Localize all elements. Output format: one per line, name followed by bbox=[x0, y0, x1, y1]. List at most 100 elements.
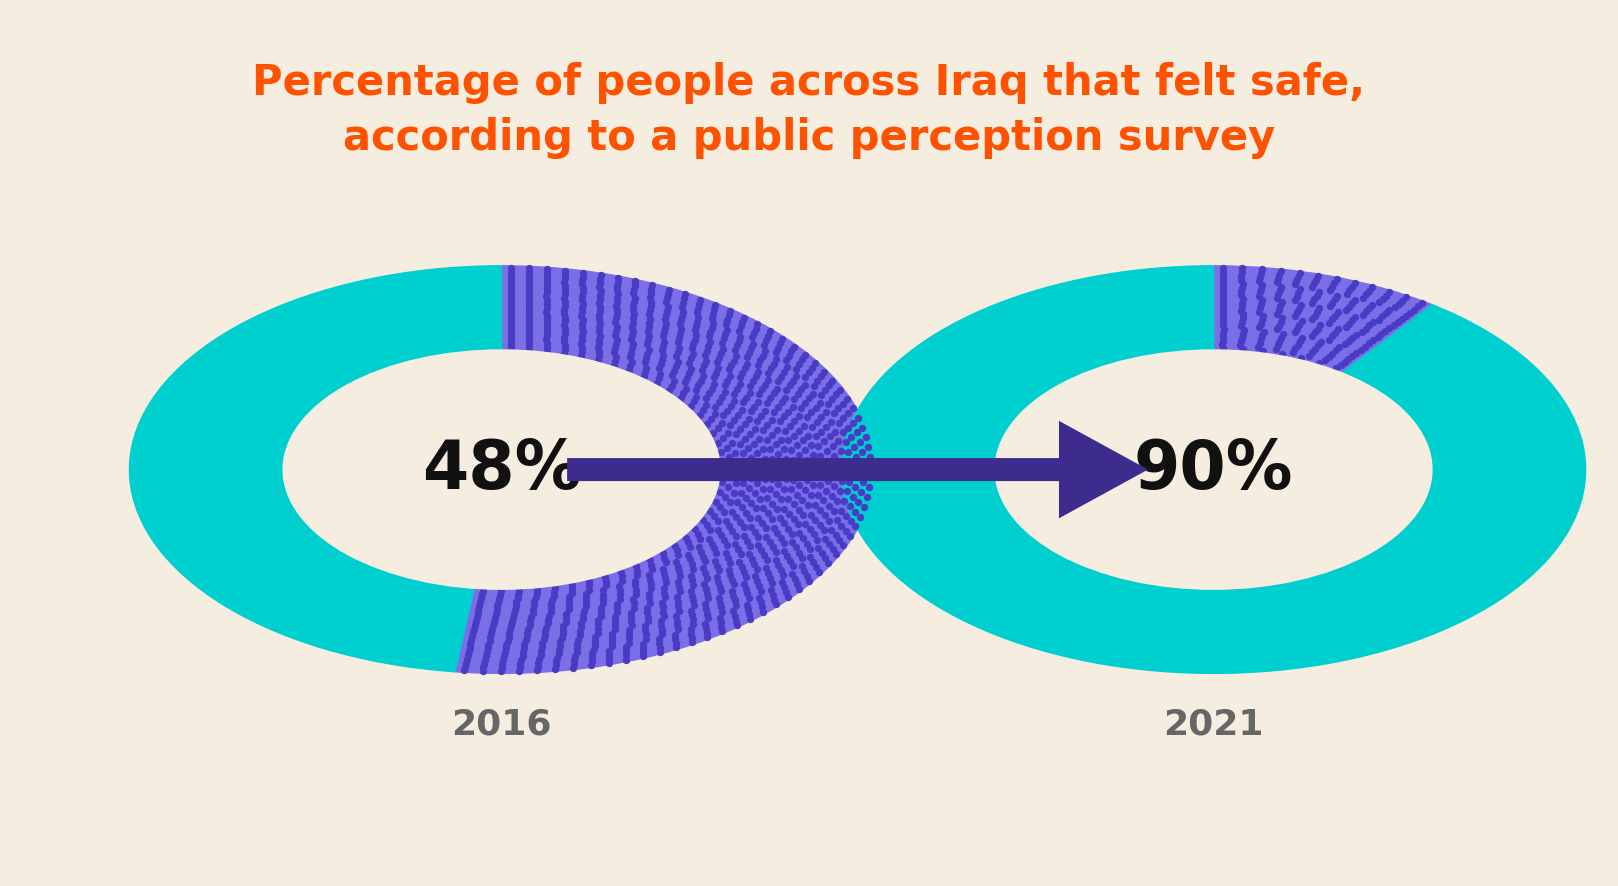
Point bbox=[667, 603, 693, 618]
Point bbox=[804, 560, 830, 574]
Point bbox=[576, 574, 602, 588]
Point bbox=[717, 568, 743, 582]
Point bbox=[707, 351, 733, 365]
Point bbox=[1267, 268, 1293, 282]
Point bbox=[765, 477, 791, 491]
Point bbox=[848, 485, 874, 499]
Point bbox=[636, 307, 662, 322]
Point bbox=[570, 266, 595, 280]
Point bbox=[762, 553, 788, 567]
Point bbox=[678, 584, 704, 598]
Point bbox=[815, 537, 841, 551]
Point bbox=[1210, 303, 1236, 317]
Point bbox=[830, 411, 856, 425]
Point bbox=[1231, 323, 1257, 337]
Point bbox=[773, 361, 799, 375]
Point bbox=[693, 555, 718, 569]
Point bbox=[746, 394, 772, 408]
Point bbox=[710, 465, 736, 479]
Point bbox=[780, 472, 806, 486]
Point bbox=[712, 378, 738, 392]
Point bbox=[680, 337, 705, 351]
Point bbox=[468, 591, 493, 605]
Point bbox=[476, 637, 502, 651]
Point bbox=[752, 377, 778, 392]
Point bbox=[775, 433, 801, 447]
Point bbox=[1210, 326, 1236, 340]
Point bbox=[714, 403, 739, 417]
Point bbox=[807, 424, 833, 439]
Point bbox=[524, 659, 550, 673]
Point bbox=[1210, 276, 1236, 291]
Point bbox=[623, 579, 649, 593]
Point bbox=[1356, 284, 1382, 298]
Point bbox=[552, 323, 578, 337]
Point bbox=[701, 541, 726, 556]
Point bbox=[578, 658, 604, 672]
Point bbox=[620, 315, 646, 330]
Point bbox=[527, 648, 553, 662]
Point bbox=[833, 485, 859, 499]
Point bbox=[723, 613, 749, 627]
Point bbox=[722, 343, 748, 357]
Point bbox=[798, 488, 824, 502]
Point bbox=[579, 655, 605, 669]
Point bbox=[607, 579, 633, 593]
Point bbox=[811, 434, 837, 448]
Point bbox=[524, 587, 550, 601]
Point bbox=[1265, 319, 1291, 333]
Point bbox=[738, 496, 764, 510]
Point bbox=[828, 474, 854, 488]
Point bbox=[828, 455, 854, 469]
Point bbox=[665, 595, 691, 609]
Point bbox=[552, 330, 578, 345]
Point bbox=[686, 378, 712, 392]
Point bbox=[463, 618, 489, 632]
Point bbox=[675, 535, 701, 549]
Point bbox=[807, 369, 833, 384]
Point bbox=[749, 423, 775, 437]
Point bbox=[602, 622, 628, 636]
Point bbox=[1247, 270, 1273, 284]
Point bbox=[830, 538, 856, 552]
Point bbox=[798, 439, 824, 453]
Point bbox=[686, 408, 712, 422]
Point bbox=[489, 584, 515, 598]
Point bbox=[534, 300, 560, 315]
Point bbox=[738, 451, 764, 465]
Point bbox=[746, 466, 772, 480]
Point bbox=[843, 450, 869, 464]
Point bbox=[552, 264, 578, 278]
Point bbox=[618, 346, 644, 360]
Point bbox=[453, 659, 479, 673]
Point bbox=[678, 341, 704, 355]
Point bbox=[523, 590, 549, 604]
Point bbox=[725, 334, 751, 348]
Point bbox=[663, 636, 689, 650]
Point bbox=[552, 307, 578, 321]
Point bbox=[1210, 272, 1236, 286]
Point bbox=[1262, 342, 1288, 356]
Point bbox=[705, 395, 731, 409]
Point bbox=[788, 468, 814, 482]
Point bbox=[1299, 296, 1325, 310]
Point bbox=[618, 618, 644, 633]
Point bbox=[544, 658, 570, 672]
Point bbox=[1283, 274, 1309, 288]
Point bbox=[568, 337, 594, 351]
Point bbox=[568, 620, 594, 634]
Point bbox=[736, 547, 762, 561]
Point bbox=[680, 593, 705, 607]
Point bbox=[570, 341, 595, 355]
Point bbox=[680, 573, 705, 587]
Point bbox=[720, 354, 746, 368]
Point bbox=[1340, 279, 1366, 293]
Point bbox=[662, 539, 688, 553]
Point bbox=[749, 383, 775, 397]
Point bbox=[678, 622, 704, 636]
Point bbox=[673, 370, 699, 385]
Point bbox=[1351, 291, 1377, 305]
Point bbox=[733, 491, 759, 505]
Point bbox=[757, 534, 783, 548]
Point bbox=[726, 437, 752, 451]
